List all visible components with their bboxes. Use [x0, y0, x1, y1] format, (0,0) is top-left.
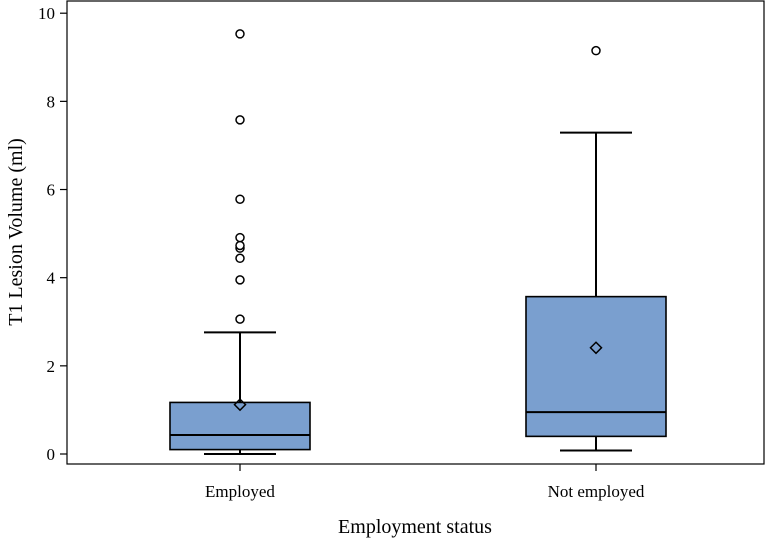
- y-tick-label: 2: [47, 357, 56, 376]
- y-tick-label: 0: [47, 445, 56, 464]
- x-axis-title: Employment status: [338, 516, 492, 538]
- y-tick-label: 10: [38, 4, 55, 23]
- y-tick-label: 6: [47, 181, 56, 200]
- outlier-point: [235, 240, 245, 251]
- outlier-point: [235, 232, 245, 243]
- x-tick-label: Employed: [205, 482, 275, 501]
- plot-area-frame: [66, 0, 765, 465]
- outlier-point: [235, 115, 245, 125]
- outlier-point: [591, 45, 601, 56]
- mean-marker: [589, 341, 603, 355]
- x-axis: Employed Not employed: [205, 464, 645, 501]
- iqr-box: [525, 295, 667, 438]
- y-tick-label: 8: [47, 92, 56, 111]
- outlier-point: [235, 194, 245, 204]
- x-tick-label: Not employed: [548, 482, 645, 501]
- mean-marker: [233, 398, 247, 412]
- y-axis: 0 2 4 6 8 10: [38, 4, 67, 464]
- outlier-point: [235, 314, 245, 324]
- box-not-employed: [525, 45, 667, 452]
- y-tick-label: 4: [47, 269, 56, 288]
- outlier-point: [235, 29, 245, 39]
- outlier-point: [235, 275, 245, 285]
- boxes: [169, 29, 667, 455]
- y-axis-title: T1 Lesion Volume (ml): [5, 138, 27, 326]
- box-employed: [169, 29, 311, 455]
- outlier-point: [235, 253, 245, 264]
